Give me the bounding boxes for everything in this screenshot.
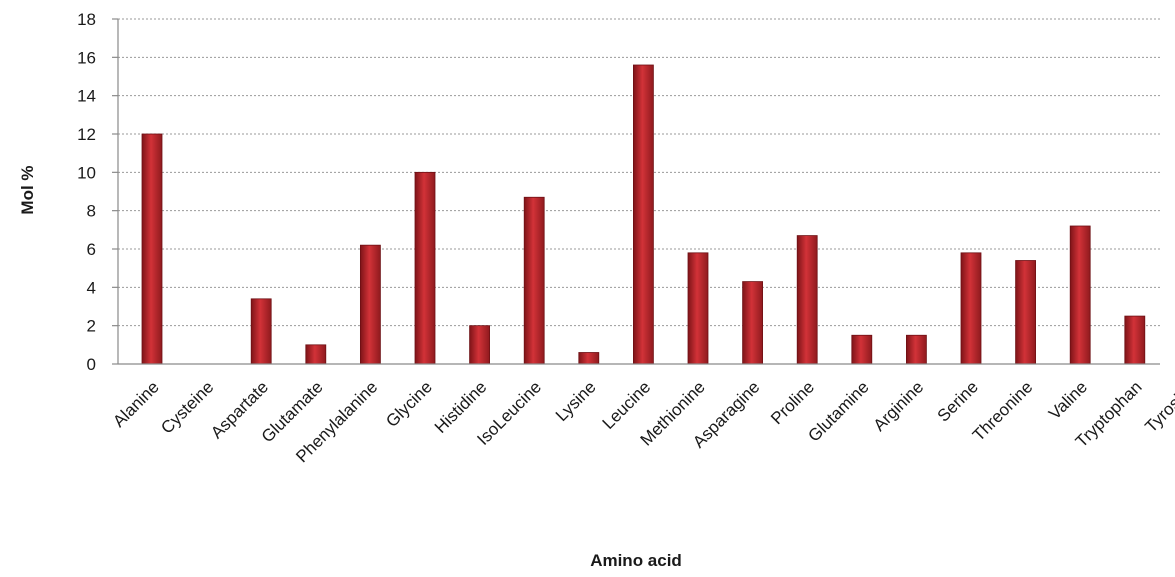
bars — [141, 64, 1146, 365]
bar-histidine — [469, 325, 491, 365]
bar-isoleucine — [523, 196, 545, 365]
bar-glutamine — [851, 334, 873, 365]
x-tick-label: Tyrosine — [1141, 377, 1175, 436]
x-tick-label: Alanine — [109, 377, 163, 431]
x-axis-title: Amino acid — [590, 551, 682, 570]
bar-glutamate — [305, 344, 327, 365]
x-tick-label: Serine — [934, 377, 982, 425]
bar-proline — [796, 235, 818, 365]
y-tick-label: 10 — [77, 163, 96, 182]
y-tick-label: 12 — [77, 125, 96, 144]
bar-lysine — [578, 352, 600, 365]
y-tick-labels: 0 2 4 6 8 10 12 14 16 18 — [77, 10, 118, 374]
x-tick-label: Valine — [1045, 377, 1091, 423]
y-tick-label: 6 — [87, 240, 96, 259]
bar-alanine — [141, 133, 163, 365]
y-tick-label: 2 — [87, 317, 96, 336]
y-tick-label: 4 — [87, 278, 96, 297]
y-tick-label: 14 — [77, 87, 96, 106]
y-tick-label: 0 — [87, 355, 96, 374]
x-tick-label: Proline — [767, 377, 818, 428]
bar-arginine — [906, 334, 927, 365]
bar-asparagine — [742, 281, 763, 365]
bar-tryptophan — [1124, 315, 1146, 365]
y-tick-label: 8 — [87, 202, 96, 221]
bar-serine — [960, 252, 982, 365]
x-tick-label: Leucine — [599, 377, 655, 433]
x-tick-label: Lysine — [552, 377, 600, 425]
x-tick-label: Threonine — [969, 377, 1037, 445]
bar-threonine — [1015, 260, 1036, 365]
bar-aspartate — [250, 298, 272, 365]
bar-valine — [1069, 225, 1091, 365]
x-tick-labels: AlanineCysteineAspartateGlutamatePhenyla… — [109, 377, 1175, 466]
bar-glycine — [414, 171, 436, 365]
bar-leucine — [633, 64, 654, 365]
x-tick-label: Glycine — [382, 377, 436, 431]
x-tick-label: Arginine — [870, 377, 928, 435]
y-tick-label: 16 — [77, 48, 96, 67]
bar-methionine — [687, 252, 709, 365]
y-tick-label: 18 — [77, 10, 96, 29]
y-axis-title: Mol % — [18, 165, 37, 214]
bar-phenylalanine — [359, 244, 381, 365]
